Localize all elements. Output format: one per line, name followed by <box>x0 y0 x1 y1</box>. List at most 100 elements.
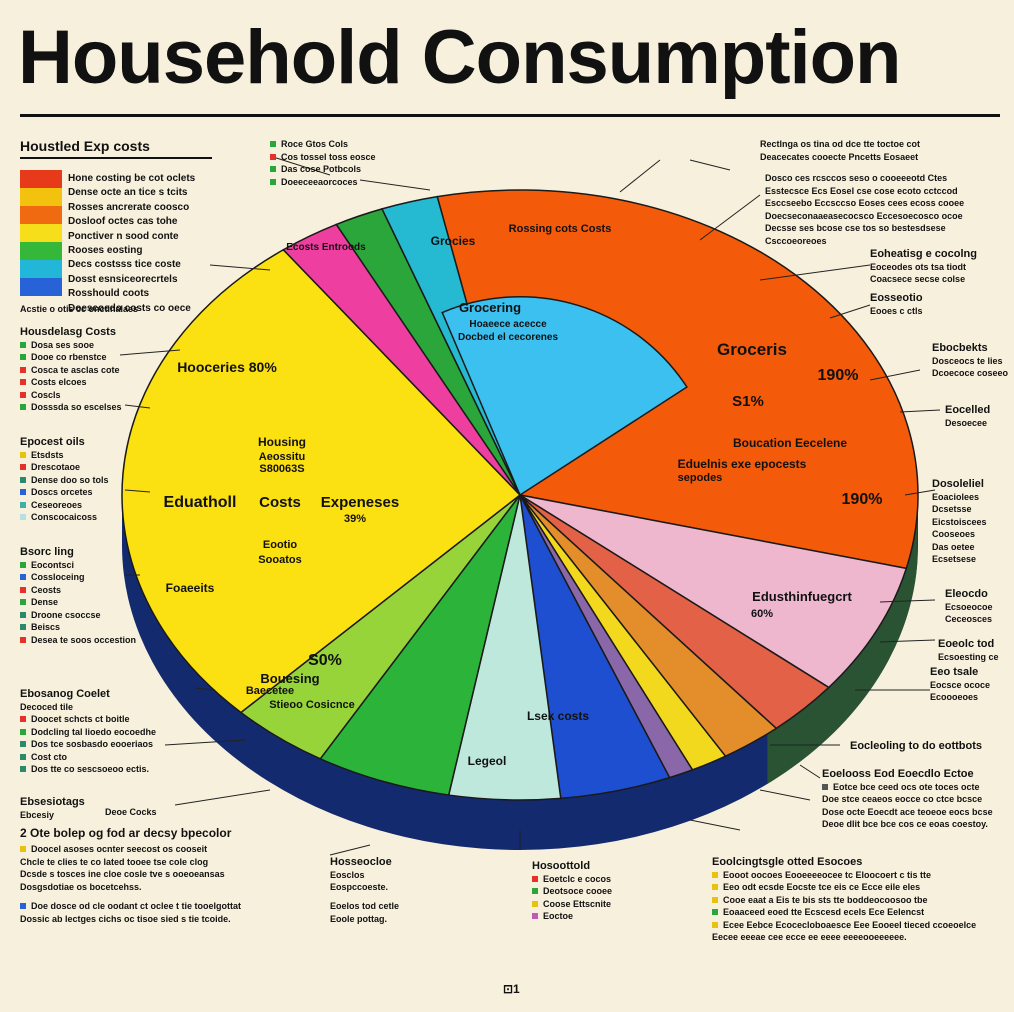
note-heading: Eocelled <box>945 404 991 416</box>
leader-line <box>879 599 936 603</box>
bullet-icon <box>20 514 26 521</box>
leader-line <box>119 349 181 356</box>
note-line: Doe stce ceaeos eocce co ctce bcsce <box>822 794 983 804</box>
note-line: Dossic ab lectges cichs oc tisoe sied s … <box>20 913 231 924</box>
leader-line <box>209 264 271 271</box>
leader-line <box>124 489 151 493</box>
bullet-icon <box>712 884 718 891</box>
note-line: Decoced tile <box>20 701 74 712</box>
pie-inner-wedge <box>441 296 688 497</box>
leader-line <box>869 369 921 381</box>
bullet-icon <box>270 178 276 185</box>
page-title: Household Consumption <box>18 15 901 100</box>
title-divider <box>20 114 1000 117</box>
note-line: Dos tte co sescsoeoo ectis. <box>31 764 150 774</box>
bullet-icon <box>712 871 718 878</box>
note-line: Decsse ses bcose cse tos so bestesdsese <box>765 223 946 233</box>
note-line: Dense <box>31 597 59 607</box>
bullet-icon <box>20 489 26 496</box>
note-heading: Eosseotio <box>870 292 923 304</box>
bullet-icon <box>270 153 276 160</box>
note-block: Eoelos tod cetle Eoole pottag. <box>330 900 399 925</box>
legend-footnote: Acstie o otis cc onctinalaes <box>20 304 139 314</box>
legend-label: Doescoedo costs co oece <box>68 302 191 314</box>
bullet-icon <box>20 464 26 471</box>
pie-slice <box>319 494 521 796</box>
legend-swatches <box>20 170 62 296</box>
leader-line <box>899 409 941 413</box>
chart-annotation: Foaeeits <box>166 581 215 595</box>
note-line: Eooot oocoes Eooeeeeocee tc Eloocoert c … <box>723 869 932 880</box>
bullet-icon <box>20 903 26 910</box>
legend-label: Dense octe an tice s tcits <box>68 187 188 199</box>
note-line: Dcsde s tosces ine cloe cosle tve s ooeo… <box>20 869 225 879</box>
bullet-icon <box>20 741 26 748</box>
note-line: Desoecee <box>945 417 988 428</box>
note-line: Eosclos <box>330 869 365 880</box>
note-line: Dos tce sosbasdo eooeriaos <box>31 739 154 749</box>
note-line: Dosgsdotiae os bocetcehss. <box>20 881 142 892</box>
note-block: Ebsesiotags Ebcesiy <box>20 796 85 821</box>
legend-swatch <box>20 224 62 242</box>
note-line: Ebcesiy <box>20 809 55 820</box>
note-block: Deoe Cocks <box>105 806 157 819</box>
note-line: Doe dosce od cle oodant ct oclee t tie t… <box>31 901 242 911</box>
note-line: Eoelos tod cetle <box>330 901 400 911</box>
note-line: Droone csoccse <box>31 609 101 620</box>
note-line: Deoe Cocks <box>105 807 157 817</box>
bullet-icon <box>20 636 26 643</box>
note-line: Drescotaoe <box>31 462 81 472</box>
bullet-icon <box>20 599 26 606</box>
leader-line <box>689 819 741 831</box>
note-line: Ceceosces <box>945 614 993 624</box>
note-line: Conscocaicoss <box>31 512 98 522</box>
note-line: Eocsce ococe <box>930 679 991 690</box>
note-line: Eoaciolees <box>932 491 980 502</box>
note-line: Csccoeoreoes <box>765 235 827 246</box>
chart-annotation: 60% <box>751 608 773 620</box>
bullet-icon <box>532 875 538 882</box>
legend-swatch <box>20 278 62 296</box>
note-heading: Eoelooss Eod Eoecdlo Ectoe <box>822 768 974 780</box>
note-block: Hosseocloe Eosclos Eospccoeste. <box>330 856 392 894</box>
note-line: Dose octe Eoecdt ace teoeoe eocs bcse <box>822 806 993 817</box>
note-line: Eooes c ctls <box>870 305 923 316</box>
note-line: Cos tossel toss eosce <box>281 151 376 162</box>
note-line: Deacecates cooecte Pncetts Eosaeet <box>760 151 919 162</box>
legend-heading: Houstled Exp costs <box>20 138 150 154</box>
bullet-icon <box>20 391 26 398</box>
note-line: Esccseebo Eccsccso Eoses cees ecoss cooe… <box>765 198 965 208</box>
note-line: Ecoooeoes <box>930 692 979 702</box>
bullet-icon <box>712 921 718 928</box>
note-heading: Eoeolc tod <box>938 638 995 650</box>
note-heading: Eoheatisg e cocolng <box>870 248 977 260</box>
note-line: Dodcling tal lioedo eocoedhe <box>31 726 157 737</box>
note-block: Hosoottold Eoetclc e cocos Deotsoce cooee C… <box>532 860 612 923</box>
note-heading: Eoolcingtsgle otted Esocoes <box>712 856 863 868</box>
bullet-icon <box>532 900 538 907</box>
note-line: Eicstoiscees <box>932 516 987 527</box>
note-block: Eosseotio Eooes c ctls <box>870 292 923 317</box>
bullet-icon <box>712 909 718 916</box>
legend-label: Rooses eosting <box>68 245 143 257</box>
leader-line <box>359 179 431 191</box>
note-line: Eoaaceed eoed tte Ecscesd ecels Ece Eele… <box>723 907 925 917</box>
bullet-icon <box>20 753 26 760</box>
note-heading: Ebosanog Coelet <box>20 688 110 700</box>
note-line: Ecsetsese <box>932 554 977 564</box>
note-line: Rectlnga os tina od dce tte toctoe cot <box>760 139 921 149</box>
note-heading: Bsorc ling <box>20 546 74 558</box>
slice-label: Bouesing <box>260 671 319 686</box>
legend-label: Hone costing be cot oclets <box>68 173 196 184</box>
note-line: Das oetee <box>932 541 975 552</box>
note-line: Ecsoeocoe <box>945 601 993 612</box>
chart-annotation: Expeneses <box>321 494 399 511</box>
chart-annotation: 39% <box>344 513 366 525</box>
legend-label: Dosst esnsiceorecrtels <box>68 273 178 285</box>
bullet-icon <box>20 379 26 386</box>
chart-annotation: S80063S <box>259 463 304 475</box>
legend-label: Dosloof octes cas tohe <box>68 216 178 228</box>
chart-annotation: Aeossitu <box>259 451 305 463</box>
note-block: Eoheatisg e cocolng Eoceodes ots tsa tiod… <box>870 248 977 286</box>
